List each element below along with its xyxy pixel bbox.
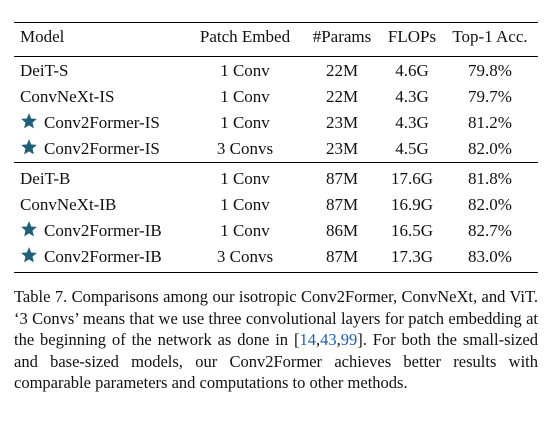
caption-sep-1: , <box>315 330 321 349</box>
cell-params: 87M <box>325 247 359 266</box>
cell-model: ConvNeXt-IB <box>20 192 116 218</box>
table-bottom-rule <box>14 272 538 273</box>
header-patch-embed: Patch Embed <box>199 27 291 46</box>
cell-patch-embed: 1 Conv <box>220 221 270 240</box>
table-group-rule <box>14 162 538 163</box>
model-name: DeiT-S <box>20 61 69 80</box>
caption-sep-2: , <box>336 330 341 349</box>
star-icon <box>21 113 37 129</box>
table-caption: Table 7. Comparisons among our isotropic… <box>14 286 538 394</box>
table-row: Conv2Former-IB 1 Conv 86M 16.5G 82.7% <box>14 218 538 244</box>
model-name: Conv2Former-IB <box>44 247 162 266</box>
cell-params: 23M <box>325 139 359 158</box>
cell-patch-embed: 3 Convs <box>216 139 274 158</box>
table-row: DeiT-B 1 Conv 87M 17.6G 81.8% <box>14 166 538 192</box>
cell-patch-embed: 1 Conv <box>220 195 270 214</box>
cell-params: 87M <box>325 195 359 214</box>
caption-text-2: ]. For both the small-sized and base-siz… <box>14 330 538 392</box>
cell-top1-acc: 81.8% <box>468 169 512 188</box>
cell-flops: 17.3G <box>390 247 434 266</box>
table-top-rule <box>14 22 538 23</box>
cell-params: 23M <box>325 113 359 132</box>
header-params: #Params <box>312 27 372 46</box>
cell-params: 22M <box>325 61 359 80</box>
model-name: Conv2Former-IB <box>44 221 162 240</box>
cell-flops: 4.3G <box>395 113 429 132</box>
cell-top1-acc: 79.7% <box>468 87 512 106</box>
citation-link[interactable]: 99 <box>340 330 358 349</box>
citation-link[interactable]: 14 <box>299 330 316 349</box>
table-row: ConvNeXt-IS 1 Conv 22M 4.3G 79.7% <box>14 84 538 110</box>
cell-patch-embed: 1 Conv <box>220 61 270 80</box>
cell-flops: 16.5G <box>390 221 434 240</box>
cell-params: 22M <box>325 87 359 106</box>
cell-flops: 4.6G <box>395 61 429 80</box>
star-icon <box>21 221 37 237</box>
caption-text-1: Table 7. Comparisons among our isotropic… <box>14 287 538 349</box>
cell-model: Conv2Former-IB <box>20 244 162 270</box>
cell-model: Conv2Former-IS <box>20 110 160 136</box>
cell-top1-acc: 81.2% <box>468 113 512 132</box>
table-row: Conv2Former-IB 3 Convs 87M 17.3G 83.0% <box>14 244 538 270</box>
star-icon <box>21 139 37 155</box>
table-row: ConvNeXt-IB 1 Conv 87M 16.9G 82.0% <box>14 192 538 218</box>
model-name: ConvNeXt-IS <box>20 87 115 106</box>
cell-top1-acc: 83.0% <box>468 247 512 266</box>
cell-flops: 17.6G <box>390 169 434 188</box>
cell-params: 86M <box>325 221 359 240</box>
cell-flops: 4.5G <box>395 139 429 158</box>
cell-top1-acc: 82.0% <box>468 195 512 214</box>
table-row: Conv2Former-IS 1 Conv 23M 4.3G 81.2% <box>14 110 538 136</box>
model-name: ConvNeXt-IB <box>20 195 117 214</box>
cell-top1-acc: 82.7% <box>468 221 512 240</box>
cell-model: Conv2Former-IS <box>20 136 160 162</box>
table-row: Conv2Former-IS 3 Convs 23M 4.5G 82.0% <box>14 136 538 162</box>
header-model: Model <box>20 27 65 46</box>
cell-flops: 4.3G <box>395 87 429 106</box>
cell-model: DeiT-S <box>20 58 69 84</box>
cell-patch-embed: 1 Conv <box>220 169 270 188</box>
cell-patch-embed: 3 Convs <box>216 247 274 266</box>
cell-patch-embed: 1 Conv <box>220 87 270 106</box>
cell-top1-acc: 79.8% <box>468 61 512 80</box>
cell-top1-acc: 82.0% <box>468 139 512 158</box>
header-flops: FLOPs <box>387 27 437 46</box>
model-name: Conv2Former-IS <box>44 113 160 132</box>
cell-params: 87M <box>325 169 359 188</box>
model-name: DeiT-B <box>20 169 71 188</box>
table-row: DeiT-S 1 Conv 22M 4.6G 79.8% <box>14 58 538 84</box>
header-top1-acc: Top-1 Acc. <box>452 27 528 46</box>
model-name: Conv2Former-IS <box>44 139 160 158</box>
table-header-row: Model Patch Embed #Params FLOPs Top-1 Ac… <box>14 24 538 50</box>
cell-model: DeiT-B <box>20 166 70 192</box>
table-header-rule <box>14 56 538 57</box>
cell-model: ConvNeXt-IS <box>20 84 114 110</box>
citation-link[interactable]: 43 <box>320 330 337 349</box>
cell-patch-embed: 1 Conv <box>220 113 270 132</box>
cell-flops: 16.9G <box>390 195 434 214</box>
star-icon <box>21 247 37 263</box>
cell-model: Conv2Former-IB <box>20 218 162 244</box>
